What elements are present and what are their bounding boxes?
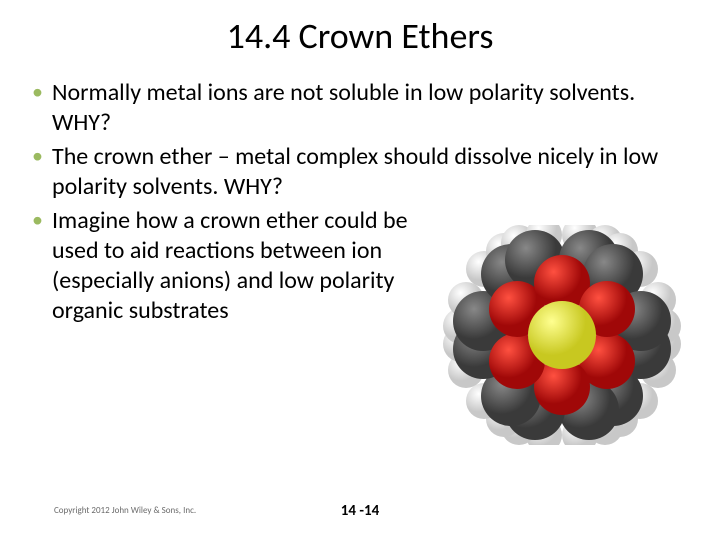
bullet-text: Normally metal ions are not soluble in l… (52, 78, 635, 137)
slide: 14.4 Crown Ethers Normally metal ions ar… (0, 0, 720, 540)
page-number: 14 -14 (0, 502, 720, 520)
molecule-image (435, 225, 690, 445)
bullet-text: Imagine how a crown ether could be used … (52, 206, 408, 325)
slide-title: 14.4 Crown Ethers (30, 14, 690, 58)
bullet-item: Normally metal ions are not soluble in l… (30, 78, 690, 138)
bullet-text: The crown ether – metal complex should d… (52, 142, 658, 201)
bullet-item: Imagine how a crown ether could be used … (30, 206, 420, 326)
bullet-item: The crown ether – metal complex should d… (30, 142, 690, 202)
molecule-icon (435, 225, 690, 445)
metal-center (528, 301, 596, 369)
